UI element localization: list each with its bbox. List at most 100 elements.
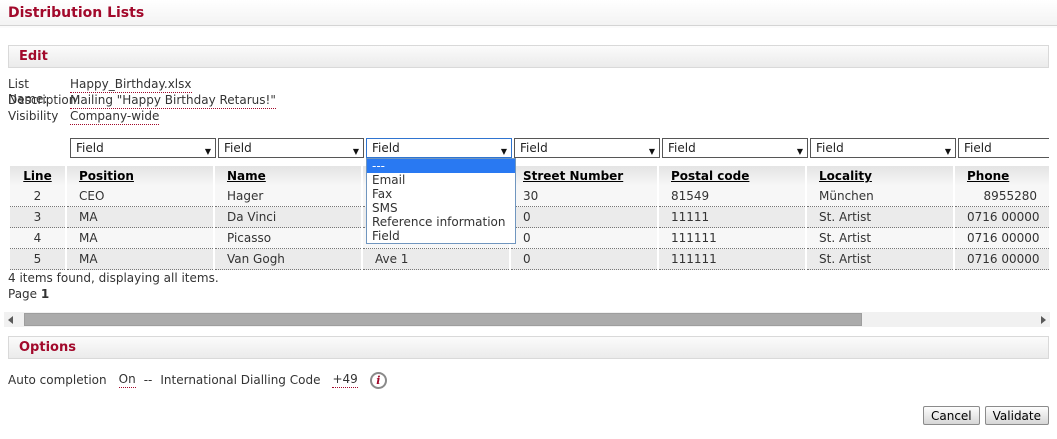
scroll-left-arrow-icon[interactable] <box>4 312 19 327</box>
visibility-label: Visibility <box>8 109 59 123</box>
title-bar: Distribution Lists <box>0 0 1057 26</box>
pagination: Page 1 <box>8 287 49 301</box>
table-cell: 111111 <box>659 228 805 249</box>
table-row: 2 CEO Hager 30 81549 München 8955280 <box>10 186 1049 207</box>
table-cell: MA <box>67 249 213 270</box>
field-selector-value: Field <box>816 141 844 155</box>
table-row: 3 MA Da Vinci 0 11111 St. Artist 0716 00000 <box>10 207 1049 228</box>
dropdown-option[interactable]: Field <box>372 229 400 243</box>
table-cell: St. Artist <box>807 249 953 270</box>
table-cell: 0716 00000 <box>955 228 1049 249</box>
chevron-down-icon: ▼ <box>204 147 211 156</box>
description-value[interactable]: Mailing "Happy Birthday Retarus!" <box>70 93 276 109</box>
column-header-postal-code[interactable]: Postal code <box>659 166 805 186</box>
field-selector-value: Field <box>520 141 548 155</box>
table-cell: 11111 <box>659 207 805 228</box>
list-name-label: List Name: <box>8 77 48 106</box>
field-selector-value: Field <box>372 141 400 155</box>
field-selector-2[interactable]: Field ▼ <box>218 138 364 158</box>
table-cell: 81549 <box>659 186 805 207</box>
field-selector-value: Field <box>964 141 992 155</box>
table-cell: 4 <box>10 228 65 249</box>
distribution-table: Line Position Name Street Number Postal code… <box>8 166 1049 270</box>
dropdown-option[interactable]: --- <box>367 159 515 173</box>
dialling-code-label: International Dialling Code <box>160 372 321 387</box>
list-name-value[interactable]: Happy_Birthday.xlsx <box>70 77 192 93</box>
field-selector-4[interactable]: Field ▼ <box>514 138 660 158</box>
items-found-summary: 4 items found, displaying all items. <box>8 271 219 285</box>
field-selector-7[interactable]: Field▼ <box>958 138 1049 158</box>
table-body: 2 CEO Hager 30 81549 München 8955280 3 MA Da Vinc… <box>10 186 1049 270</box>
field-selector-3[interactable]: Field ▼ <box>366 138 512 158</box>
field-selector-value: Field <box>76 141 104 155</box>
field-selector-1[interactable]: Field ▼ <box>70 138 216 158</box>
scrollbar-thumb[interactable] <box>24 313 862 326</box>
table-cell: 0716 00000 <box>955 207 1049 228</box>
page-title: Distribution Lists <box>8 5 145 21</box>
field-selector-value: Field <box>668 141 696 155</box>
column-header-name[interactable]: Name <box>215 166 361 186</box>
chevron-down-icon: ▼ <box>500 147 507 156</box>
edit-section-title: Edit <box>19 49 48 64</box>
chevron-down-icon: ▼ <box>944 147 951 156</box>
visibility-value[interactable]: Company-wide <box>70 109 160 125</box>
chevron-down-icon: ▼ <box>648 147 655 156</box>
table-cell: 8955280 <box>955 186 1049 207</box>
table-cell: 0 <box>511 207 657 228</box>
visibility-row: Visibility Company-wide <box>8 109 276 125</box>
separator-text: -- <box>143 372 153 387</box>
field-selector-6[interactable]: Field ▼ <box>810 138 956 158</box>
options-section-title: Options <box>19 340 76 355</box>
info-icon[interactable]: i <box>369 371 387 389</box>
table-cell: Da Vinci <box>215 207 361 228</box>
table-row: 5 MA Van Gogh Ave 1 0 111111 St. Artist 0716 00… <box>10 249 1049 270</box>
table-cell: München <box>807 186 953 207</box>
auto-completion-toggle[interactable]: On <box>118 372 136 388</box>
table-cell: 30 <box>511 186 657 207</box>
table-cell: 2 <box>10 186 65 207</box>
field-selector-row: Field ▼ Field ▼ Field ▼ Field ▼ Field ▼ Field ▼ Fiel… <box>8 138 1049 158</box>
table-cell: Hager <box>215 186 361 207</box>
options-section-header: Options <box>8 336 1049 359</box>
chevron-down-icon: ▼ <box>796 147 803 156</box>
column-header-locality[interactable]: Locality <box>807 166 953 186</box>
column-header-line[interactable]: Line <box>10 166 65 186</box>
validate-button[interactable]: Validate <box>984 406 1049 425</box>
table-cell: Van Gogh <box>215 249 361 270</box>
edit-section-header: Edit <box>8 45 1049 68</box>
cancel-button[interactable]: Cancel <box>922 406 980 425</box>
table-cell: Picasso <box>215 228 361 249</box>
dropdown-option[interactable]: Fax <box>372 187 393 201</box>
list-name-row: List Name: Happy_Birthday.xlsx <box>8 77 276 106</box>
dialling-code-value[interactable]: +49 <box>332 372 358 388</box>
table-cell: 0 <box>511 228 657 249</box>
table-cell: 5 <box>10 249 65 270</box>
auto-completion-label: Auto completion <box>8 372 107 387</box>
column-header-position[interactable]: Position <box>67 166 213 186</box>
horizontal-scrollbar[interactable] <box>4 312 1050 327</box>
column-header-phone[interactable]: Phone <box>955 166 1049 186</box>
table-cell: 111111 <box>659 249 805 270</box>
table-cell: MA <box>67 207 213 228</box>
table-scroll-area: Field ▼ Field ▼ Field ▼ Field ▼ Field ▼ Field ▼ Fiel… <box>8 138 1049 278</box>
dropdown-option[interactable]: Reference information <box>372 215 506 229</box>
table-header-row: Line Position Name Street Number Postal code… <box>10 166 1049 186</box>
table-cell: CEO <box>67 186 213 207</box>
field-dropdown-list: --- Email Fax SMS Reference information Field <box>366 158 516 244</box>
page-number[interactable]: 1 <box>40 287 50 301</box>
field-selector-5[interactable]: Field ▼ <box>662 138 808 158</box>
table-row: 4 MA Picasso 0 111111 St. Artist 0716 00000 <box>10 228 1049 249</box>
dropdown-option[interactable]: Email <box>372 173 406 187</box>
description-row: Description: Mailing "Happy Birthday Ret… <box>8 93 276 109</box>
page-label: Page <box>8 287 38 301</box>
field-selector-value: Field <box>224 141 252 155</box>
chevron-down-icon: ▼ <box>352 147 359 156</box>
action-buttons: Cancel Validate <box>922 406 1049 425</box>
list-meta: List Name: Happy_Birthday.xlsx Descripti… <box>8 77 276 125</box>
table-cell: Ave 1 <box>363 249 509 270</box>
table-cell: 3 <box>10 207 65 228</box>
column-header-street-number[interactable]: Street Number <box>511 166 657 186</box>
table-cell: 0716 00000 <box>955 249 1049 270</box>
dropdown-option[interactable]: SMS <box>372 201 398 215</box>
scroll-right-arrow-icon[interactable] <box>1035 312 1050 327</box>
